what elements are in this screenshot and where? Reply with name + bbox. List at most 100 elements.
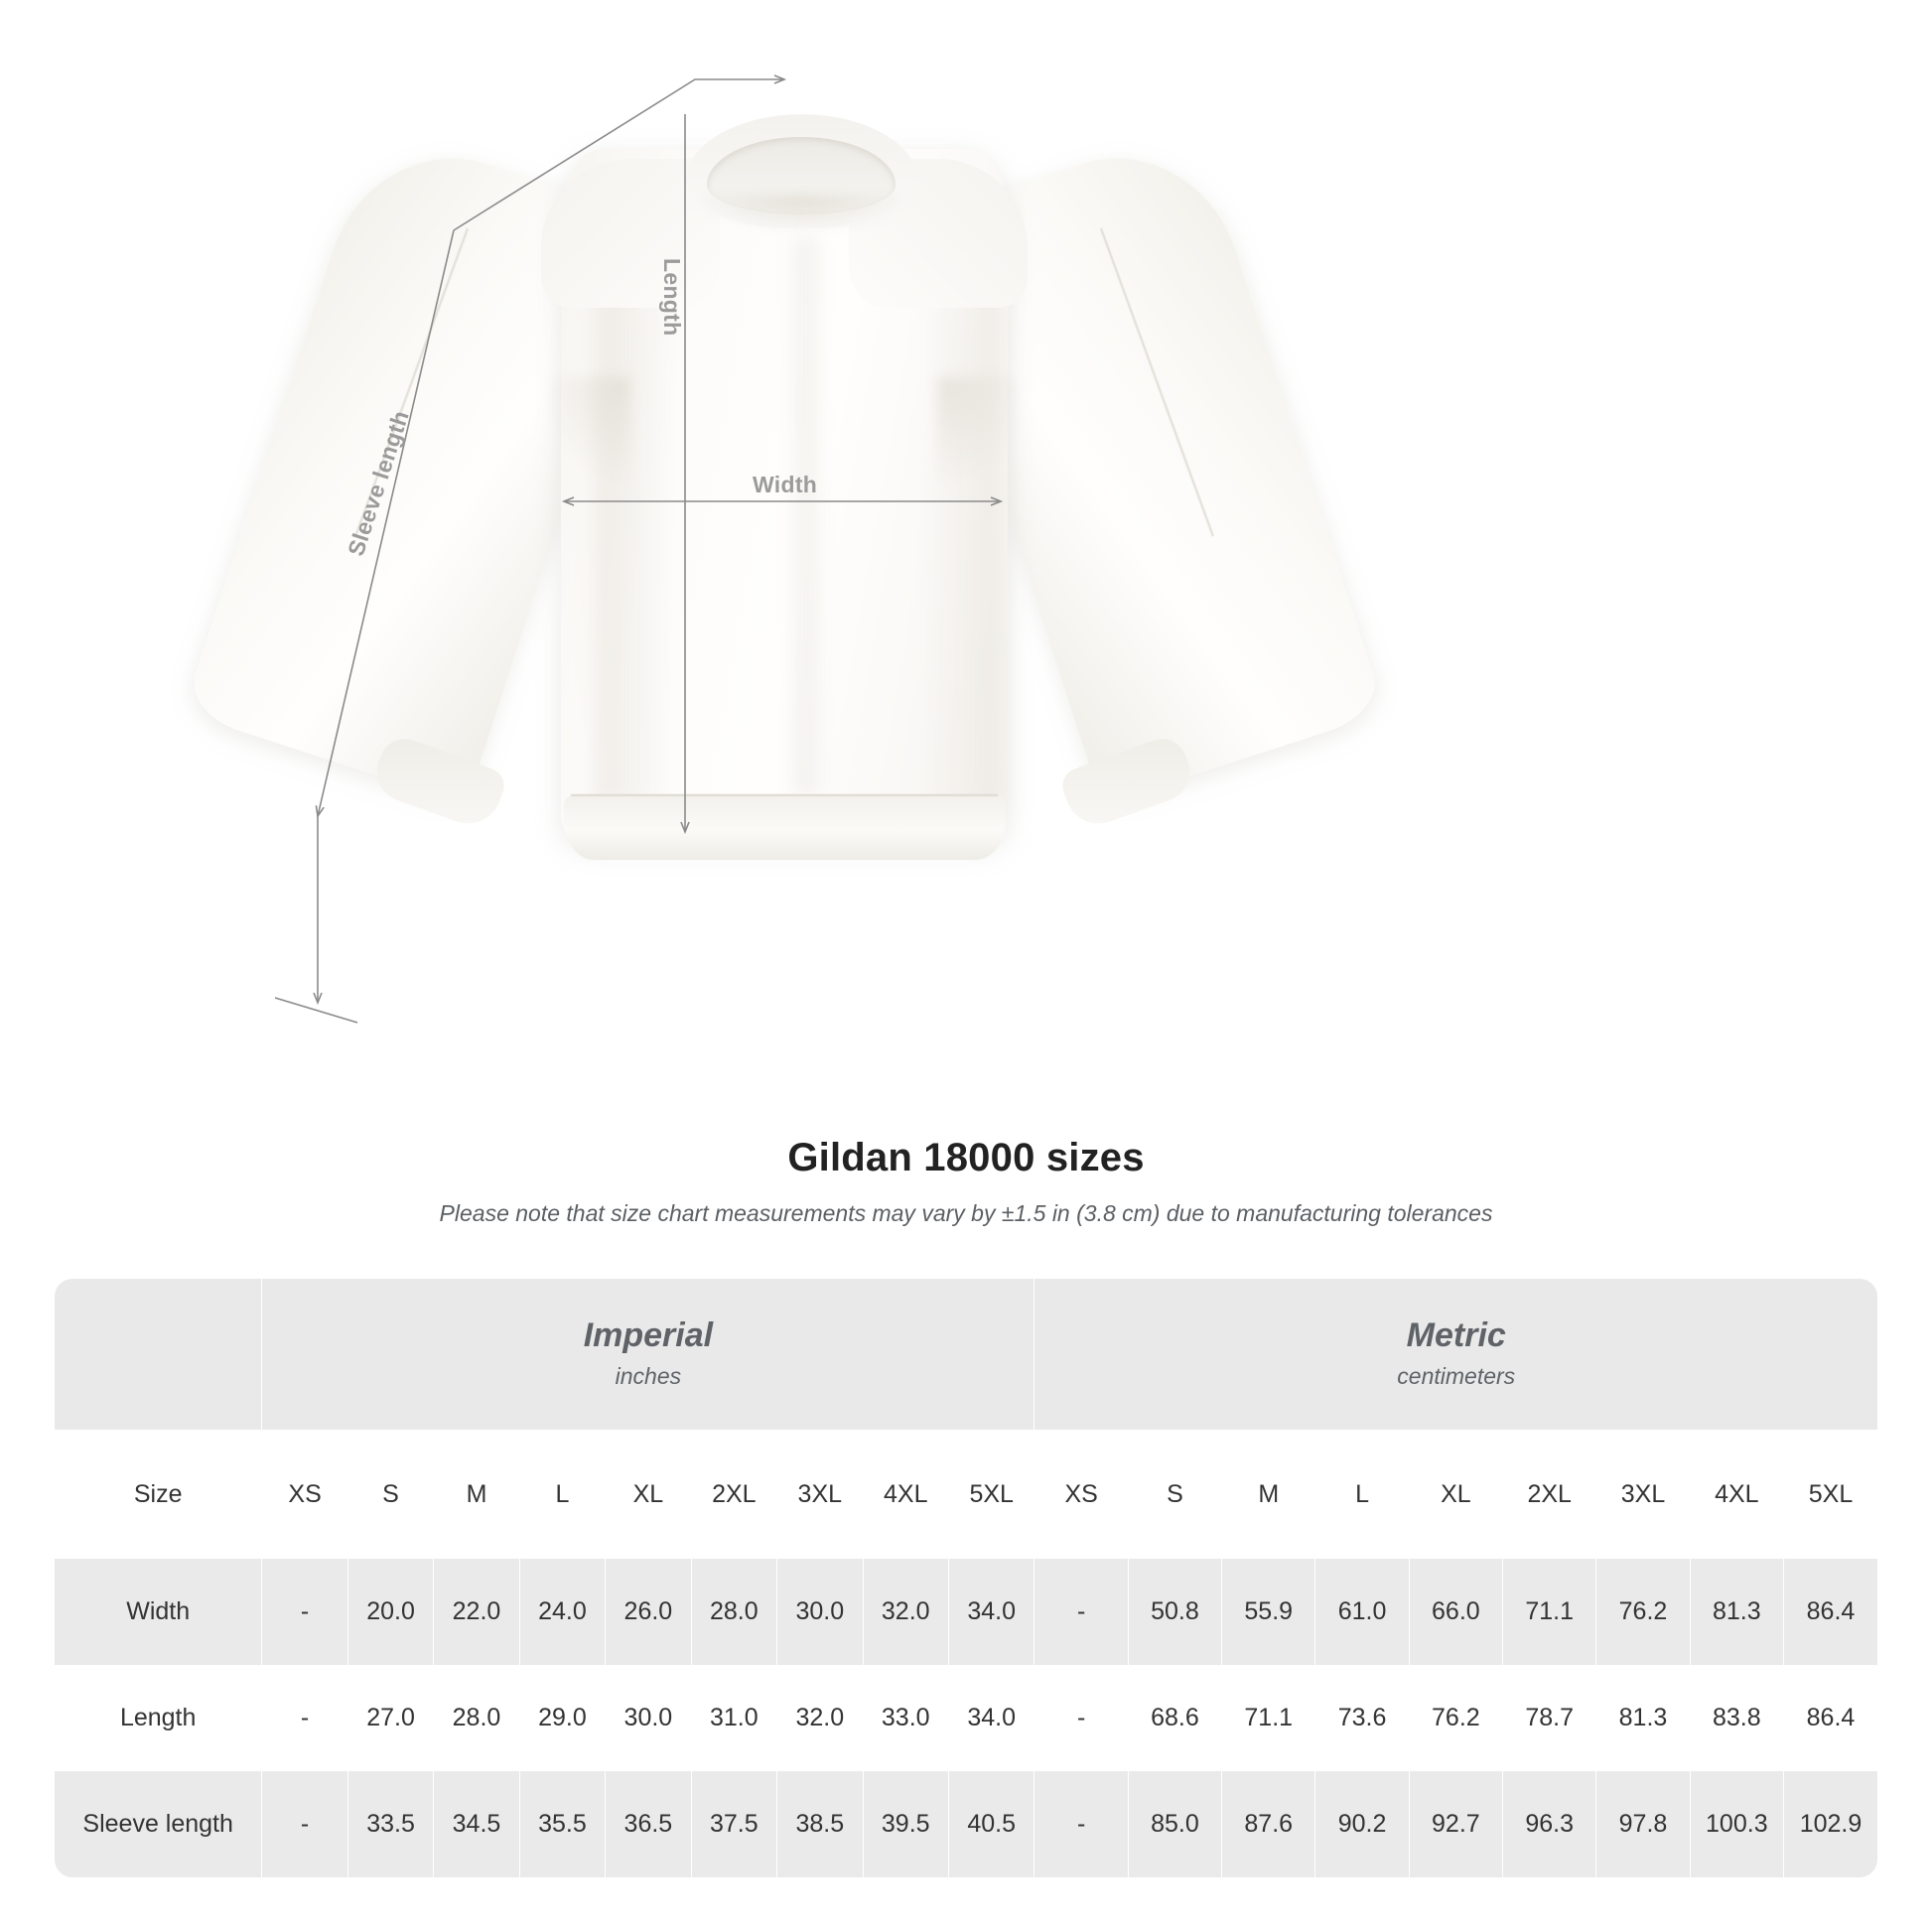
header-size-imperial-4xl: 4XL — [863, 1430, 949, 1559]
size-header-row: Size XS S M L XL 2XL 3XL 4XL 5XL XS S M … — [55, 1430, 1877, 1559]
cell-sleeve-imp-3xl: 38.5 — [776, 1771, 864, 1877]
cell-sleeve-imp-4xl: 39.5 — [863, 1771, 949, 1877]
unit-block-metric: Metric centimeters — [1034, 1279, 1877, 1430]
unit-name-imperial: Imperial — [583, 1315, 714, 1354]
cell-sleeve-met-s: 85.0 — [1128, 1771, 1223, 1877]
cell-length-imp-3xl: 32.0 — [776, 1665, 864, 1771]
cell-width-imp-s: 20.0 — [347, 1559, 435, 1665]
collar-shadow — [695, 195, 908, 234]
header-size-imperial-2xl: 2XL — [691, 1430, 778, 1559]
cell-length-met-5xl: 86.4 — [1783, 1665, 1877, 1771]
cell-sleeve-met-m: 87.6 — [1221, 1771, 1316, 1877]
fabric-fold-left — [596, 208, 675, 804]
cell-width-met-xl: 66.0 — [1409, 1559, 1504, 1665]
unit-name-metric: Metric — [1406, 1315, 1506, 1354]
cell-width-imp-4xl: 32.0 — [863, 1559, 949, 1665]
cell-width-imp-xl: 26.0 — [605, 1559, 692, 1665]
cell-sleeve-met-l: 90.2 — [1314, 1771, 1410, 1877]
cell-sleeve-imp-xl: 36.5 — [605, 1771, 692, 1877]
cell-sleeve-met-3xl: 97.8 — [1595, 1771, 1691, 1877]
row-label-length: Length — [55, 1665, 263, 1771]
cell-length-met-xl: 76.2 — [1409, 1665, 1504, 1771]
cell-sleeve-imp-s: 33.5 — [347, 1771, 435, 1877]
header-size-imperial-s: S — [347, 1430, 435, 1559]
cell-sleeve-met-4xl: 100.3 — [1690, 1771, 1784, 1877]
length-label: Length — [659, 258, 685, 337]
header-size-metric-s: S — [1128, 1430, 1223, 1559]
cell-length-met-xs: - — [1034, 1665, 1129, 1771]
cell-width-met-5xl: 86.4 — [1783, 1559, 1877, 1665]
cell-width-imp-xs: - — [261, 1559, 348, 1665]
unit-block-imperial: Imperial inches — [261, 1279, 1035, 1430]
cell-sleeve-imp-2xl: 37.5 — [691, 1771, 778, 1877]
header-size-metric-xl: XL — [1409, 1430, 1504, 1559]
cell-sleeve-met-2xl: 96.3 — [1502, 1771, 1597, 1877]
sleeve-measure-line — [315, 229, 455, 819]
cuff-baseline-tick — [274, 997, 358, 1024]
cell-sleeve-imp-xs: - — [261, 1771, 348, 1877]
width-label: Width — [753, 472, 818, 497]
header-size-metric-3xl: 3XL — [1595, 1430, 1691, 1559]
header-size-metric-5xl: 5XL — [1783, 1430, 1877, 1559]
cell-width-imp-3xl: 30.0 — [776, 1559, 864, 1665]
cell-length-met-3xl: 81.3 — [1595, 1665, 1691, 1771]
cell-width-imp-2xl: 28.0 — [691, 1559, 778, 1665]
left-armpit-shadow — [541, 377, 630, 486]
hem-stitch-line — [571, 794, 998, 796]
garment-diagram: Length Width Sleeve length — [183, 74, 1386, 1024]
header-size-imperial-xs: XS — [261, 1430, 348, 1559]
header-size-imperial-3xl: 3XL — [776, 1430, 864, 1559]
header-size-imperial-m: M — [433, 1430, 520, 1559]
header-size-label: Size — [55, 1430, 263, 1559]
fabric-fold-right — [923, 208, 1003, 804]
cell-width-met-s: 50.8 — [1128, 1559, 1223, 1665]
cell-width-met-xs: - — [1034, 1559, 1129, 1665]
header-size-imperial-xl: XL — [605, 1430, 692, 1559]
table-row-length: Length - 27.0 28.0 29.0 30.0 31.0 32.0 3… — [55, 1665, 1877, 1771]
cell-sleeve-imp-m: 34.5 — [433, 1771, 520, 1877]
header-size-metric-4xl: 4XL — [1690, 1430, 1784, 1559]
sleeve-leader-top — [453, 74, 787, 231]
unit-spacer — [55, 1279, 263, 1430]
cell-width-met-2xl: 71.1 — [1502, 1559, 1597, 1665]
table-row-sleeve-length: Sleeve length - 33.5 34.5 35.5 36.5 37.5… — [55, 1771, 1877, 1877]
header-size-metric-m: M — [1221, 1430, 1316, 1559]
cell-length-met-m: 71.1 — [1221, 1665, 1316, 1771]
cell-length-imp-xs: - — [261, 1665, 348, 1771]
right-armpit-shadow — [938, 377, 1028, 486]
cell-width-met-3xl: 76.2 — [1595, 1559, 1691, 1665]
measurement-lines — [274, 74, 1004, 1024]
cell-length-met-4xl: 83.8 — [1690, 1665, 1784, 1771]
unit-sub-metric: centimeters — [1397, 1363, 1516, 1390]
page-title: Gildan 18000 sizes — [787, 1136, 1145, 1179]
cell-width-met-m: 55.9 — [1221, 1559, 1316, 1665]
cell-sleeve-met-xl: 92.7 — [1409, 1771, 1504, 1877]
cell-length-met-l: 73.6 — [1314, 1665, 1410, 1771]
row-label-sleeve-length: Sleeve length — [55, 1771, 263, 1877]
cell-width-met-4xl: 81.3 — [1690, 1559, 1784, 1665]
cell-width-imp-5xl: 34.0 — [948, 1559, 1035, 1665]
table-row-width: Width - 20.0 22.0 24.0 26.0 28.0 30.0 32… — [55, 1559, 1877, 1665]
cell-length-imp-xl: 30.0 — [605, 1665, 692, 1771]
cell-length-met-2xl: 78.7 — [1502, 1665, 1597, 1771]
header-size-metric-xs: XS — [1034, 1430, 1129, 1559]
cell-sleeve-imp-l: 35.5 — [519, 1771, 607, 1877]
header-size-metric-2xl: 2XL — [1502, 1430, 1597, 1559]
cell-width-imp-l: 24.0 — [519, 1559, 607, 1665]
size-chart-table-wrap: Imperial inches Metric centimeters Size … — [55, 1279, 1877, 1877]
cell-length-met-s: 68.6 — [1128, 1665, 1223, 1771]
header-size-imperial-5xl: 5XL — [948, 1430, 1035, 1559]
cell-width-imp-m: 22.0 — [433, 1559, 520, 1665]
cell-length-imp-4xl: 33.0 — [863, 1665, 949, 1771]
fabric-fold-center — [784, 238, 828, 794]
sweatshirt-hem-band — [564, 794, 1006, 860]
cell-sleeve-imp-5xl: 40.5 — [948, 1771, 1035, 1877]
cell-length-imp-5xl: 34.0 — [948, 1665, 1035, 1771]
cell-sleeve-met-5xl: 102.9 — [1783, 1771, 1877, 1877]
unit-header-row: Imperial inches Metric centimeters — [55, 1279, 1877, 1430]
size-chart-table: Imperial inches Metric centimeters Size … — [55, 1279, 1877, 1877]
cell-length-imp-l: 29.0 — [519, 1665, 607, 1771]
cell-length-imp-2xl: 31.0 — [691, 1665, 778, 1771]
header-size-imperial-l: L — [519, 1430, 607, 1559]
unit-sub-imperial: inches — [615, 1363, 682, 1390]
